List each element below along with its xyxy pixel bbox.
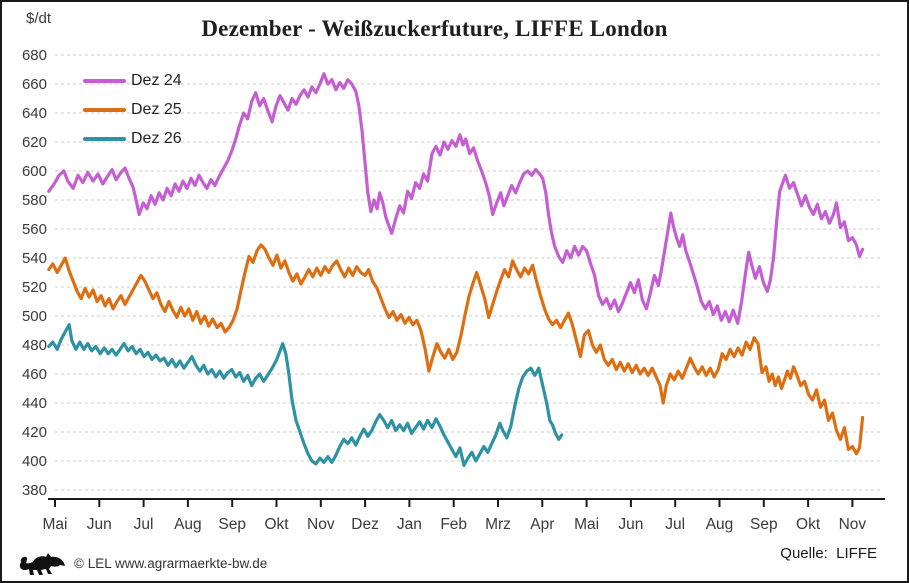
y-tick-label: 620 bbox=[22, 134, 47, 151]
series-line-dez-26 bbox=[47, 323, 564, 467]
x-tick-label: Sep bbox=[218, 516, 246, 533]
y-tick-label: 640 bbox=[22, 105, 47, 122]
footer: © LEL www.agrarmaerkte-bw.de bbox=[18, 550, 267, 577]
legend-row-dez26: Dez 26 bbox=[83, 124, 182, 153]
y-tick-label: 520 bbox=[22, 279, 47, 296]
copyright-text: © LEL www.agrarmaerkte-bw.de bbox=[74, 556, 268, 571]
series-line-dez-24 bbox=[47, 72, 865, 325]
y-tick-label: 540 bbox=[22, 250, 47, 267]
x-tick-label: Aug bbox=[174, 516, 202, 533]
x-tick-label: Mrz bbox=[485, 516, 511, 533]
y-tick-label: 600 bbox=[22, 163, 47, 180]
x-tick-label: Okt bbox=[796, 516, 821, 533]
x-tick-label: Nov bbox=[839, 516, 867, 533]
y-tick-label: 500 bbox=[22, 308, 47, 325]
legend-label-dez25: Dez 25 bbox=[131, 100, 182, 118]
legend-row-dez24: Dez 24 bbox=[83, 66, 182, 95]
source-note: Quelle: LIFFE bbox=[780, 545, 877, 562]
x-tick-label: Jun bbox=[618, 516, 643, 533]
x-tick-label: Jun bbox=[87, 516, 112, 533]
dez24-line-swatch bbox=[83, 78, 126, 83]
x-tick-label: Nov bbox=[307, 516, 335, 533]
lel-lion-logo bbox=[19, 553, 65, 575]
dez25-line-swatch bbox=[83, 107, 126, 112]
y-tick-label: 660 bbox=[22, 76, 47, 93]
x-tick-label: Sep bbox=[750, 516, 778, 533]
x-tick-label: Mai bbox=[574, 516, 599, 533]
x-tick-label: Okt bbox=[264, 516, 289, 533]
x-tick-label: Dez bbox=[351, 516, 379, 533]
y-tick-label: 400 bbox=[22, 453, 47, 470]
y-tick-label: 580 bbox=[22, 192, 47, 209]
dez26-line-swatch bbox=[83, 136, 126, 141]
legend-label-dez24: Dez 24 bbox=[131, 71, 182, 89]
y-tick-label: 480 bbox=[22, 337, 47, 354]
chart-title: Dezember - Weißzuckerfuture, LIFFE Londo… bbox=[201, 16, 668, 41]
y-tick-label: 680 bbox=[22, 47, 47, 64]
y-tick-label: 380 bbox=[22, 482, 47, 499]
y-tick-label: 440 bbox=[22, 395, 47, 412]
legend: Dez 24 Dez 25 Dez 26 bbox=[83, 66, 182, 153]
x-tick-label: Apr bbox=[530, 516, 554, 533]
legend-row-dez25: Dez 25 bbox=[83, 95, 182, 124]
x-tick-label: Aug bbox=[706, 516, 734, 533]
x-tick-label: Mai bbox=[43, 516, 68, 533]
y-axis-unit-label: $/dt bbox=[26, 10, 52, 27]
series-line-dez-25 bbox=[47, 243, 865, 456]
x-tick-label: Feb bbox=[440, 516, 467, 533]
y-tick-label: 460 bbox=[22, 366, 47, 383]
x-tick-label: Jul bbox=[134, 516, 154, 533]
y-tick-label: 560 bbox=[22, 221, 47, 238]
y-tick-label: 420 bbox=[22, 424, 47, 441]
x-tick-label: Jan bbox=[397, 516, 422, 533]
legend-label-dez26: Dez 26 bbox=[131, 129, 182, 147]
x-tick-label: Jul bbox=[665, 516, 685, 533]
